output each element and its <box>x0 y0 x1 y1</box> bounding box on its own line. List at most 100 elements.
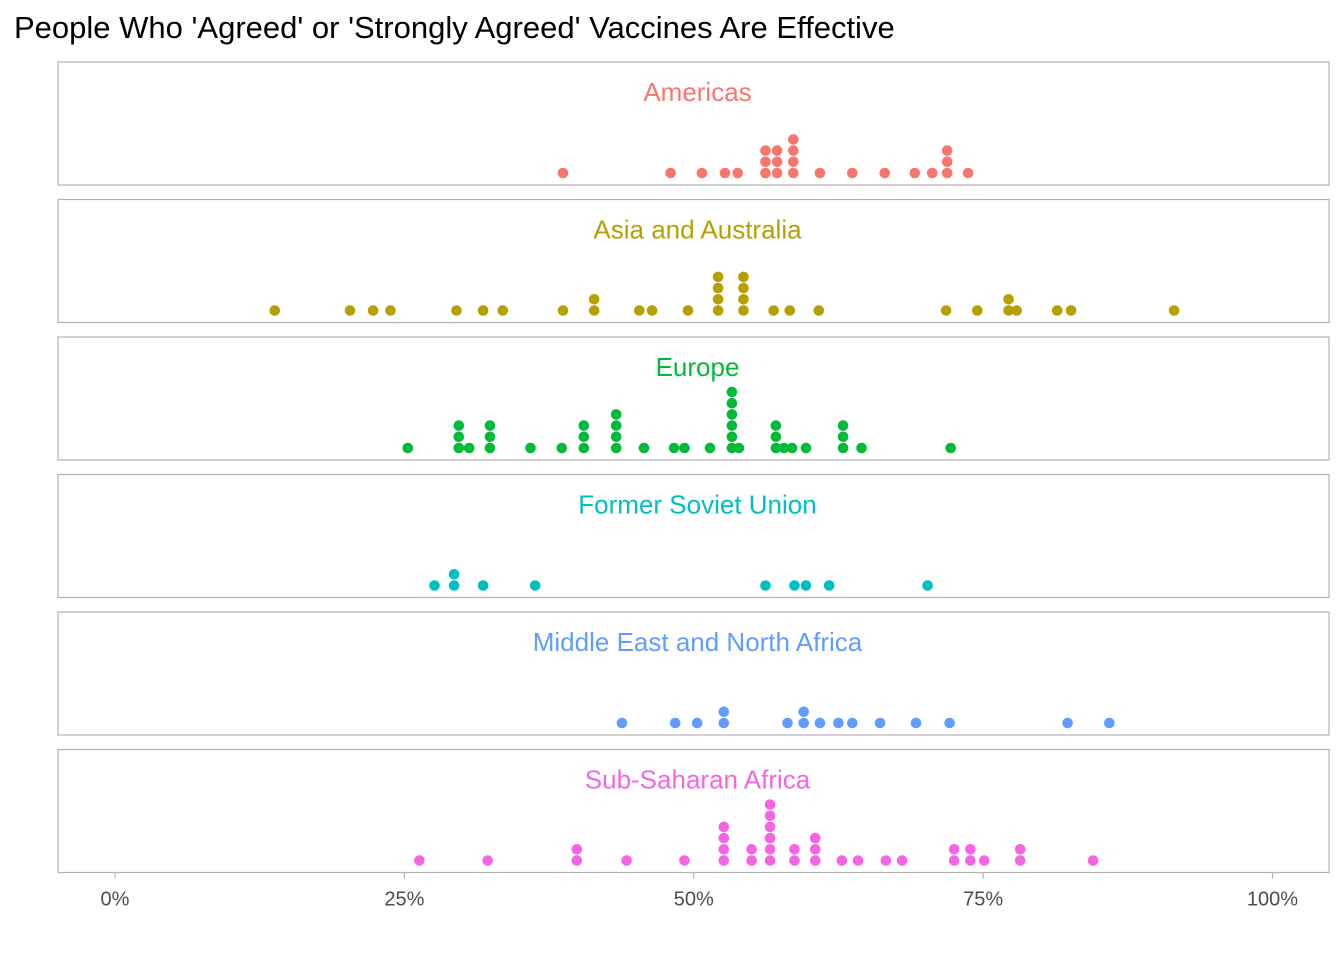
data-point <box>726 397 738 409</box>
data-point <box>764 810 776 821</box>
data-point <box>940 305 952 316</box>
data-point <box>556 442 568 454</box>
data-point <box>926 167 938 179</box>
data-point <box>482 855 494 866</box>
data-point <box>798 717 809 729</box>
data-point <box>738 271 749 283</box>
data-point <box>712 305 724 316</box>
panel-middle-east-and-north-africa: Middle East and North Africa <box>57 611 1330 736</box>
data-point <box>962 167 974 179</box>
data-point <box>1011 305 1022 316</box>
data-point <box>789 855 800 866</box>
data-point <box>610 431 622 443</box>
x-tick-label: 0% <box>101 889 130 911</box>
data-point <box>718 832 730 844</box>
data-point <box>909 167 921 179</box>
data-point <box>813 305 825 316</box>
data-point <box>798 706 809 718</box>
panel-label: Former Soviet Union <box>578 490 816 520</box>
data-point <box>771 167 783 179</box>
data-point <box>760 167 771 179</box>
data-point <box>668 442 680 454</box>
data-point <box>385 305 396 316</box>
panel-label: Sub-Saharan Africa <box>585 765 811 795</box>
data-point <box>945 442 956 454</box>
data-point <box>571 855 583 866</box>
data-point <box>712 271 724 283</box>
data-point <box>1014 855 1026 866</box>
data-point <box>770 431 782 443</box>
data-point <box>1014 844 1026 855</box>
data-point <box>726 409 738 420</box>
data-point <box>771 156 783 168</box>
data-point <box>922 580 933 591</box>
data-point <box>789 580 800 591</box>
data-point <box>782 717 793 729</box>
data-point <box>726 431 738 443</box>
panel-label: Americas <box>643 77 751 107</box>
data-point <box>771 145 783 156</box>
data-point <box>768 305 779 316</box>
data-point <box>941 145 953 156</box>
data-point <box>856 442 867 454</box>
data-point <box>910 717 922 729</box>
data-point <box>1062 717 1073 729</box>
data-point <box>696 167 708 179</box>
data-point <box>874 717 886 729</box>
panel-former-soviet-union: Former Soviet Union <box>57 473 1330 599</box>
data-point <box>679 442 690 454</box>
data-point <box>733 442 745 454</box>
data-point <box>646 305 658 316</box>
data-point <box>746 844 757 855</box>
data-point <box>1168 305 1180 316</box>
data-point <box>746 855 757 866</box>
data-point <box>453 431 465 443</box>
panel-asia-and-australia: Asia and Australia <box>57 198 1330 324</box>
data-point <box>837 420 849 431</box>
data-point <box>944 717 955 729</box>
data-point <box>665 167 676 179</box>
data-point <box>704 442 716 454</box>
data-point <box>788 134 799 145</box>
data-point <box>770 442 782 454</box>
data-point <box>941 156 953 168</box>
data-point <box>712 282 724 294</box>
data-point <box>764 844 776 855</box>
panel-label: Europe <box>656 352 740 382</box>
panel-border <box>57 473 1330 599</box>
data-point <box>1065 305 1077 316</box>
data-point <box>764 832 776 844</box>
data-point <box>800 442 812 454</box>
data-point <box>852 855 864 866</box>
data-point <box>712 294 724 305</box>
data-point <box>1104 717 1115 729</box>
data-point <box>800 580 812 591</box>
data-point <box>814 167 826 179</box>
x-tick-label: 50% <box>674 889 714 911</box>
data-point <box>453 442 465 454</box>
data-point <box>679 855 690 866</box>
data-point <box>965 855 976 866</box>
data-point <box>823 580 835 591</box>
panel-border <box>57 198 1330 324</box>
data-point <box>718 855 730 866</box>
data-point <box>810 855 821 866</box>
data-point <box>764 855 776 866</box>
data-point <box>525 442 536 454</box>
data-point <box>760 145 771 156</box>
data-point <box>880 855 892 866</box>
panel-europe: Europe <box>57 336 1330 461</box>
data-point <box>669 717 681 729</box>
data-point <box>557 305 569 316</box>
data-point <box>1003 294 1014 305</box>
data-point <box>484 420 496 431</box>
data-point <box>1051 305 1063 316</box>
data-point <box>788 156 799 168</box>
data-point <box>784 305 796 316</box>
panel-label: Middle East and North Africa <box>533 627 863 657</box>
data-point <box>484 431 496 443</box>
data-point <box>1003 305 1014 316</box>
data-point <box>738 294 749 305</box>
data-point <box>451 305 462 316</box>
data-point <box>718 821 730 833</box>
